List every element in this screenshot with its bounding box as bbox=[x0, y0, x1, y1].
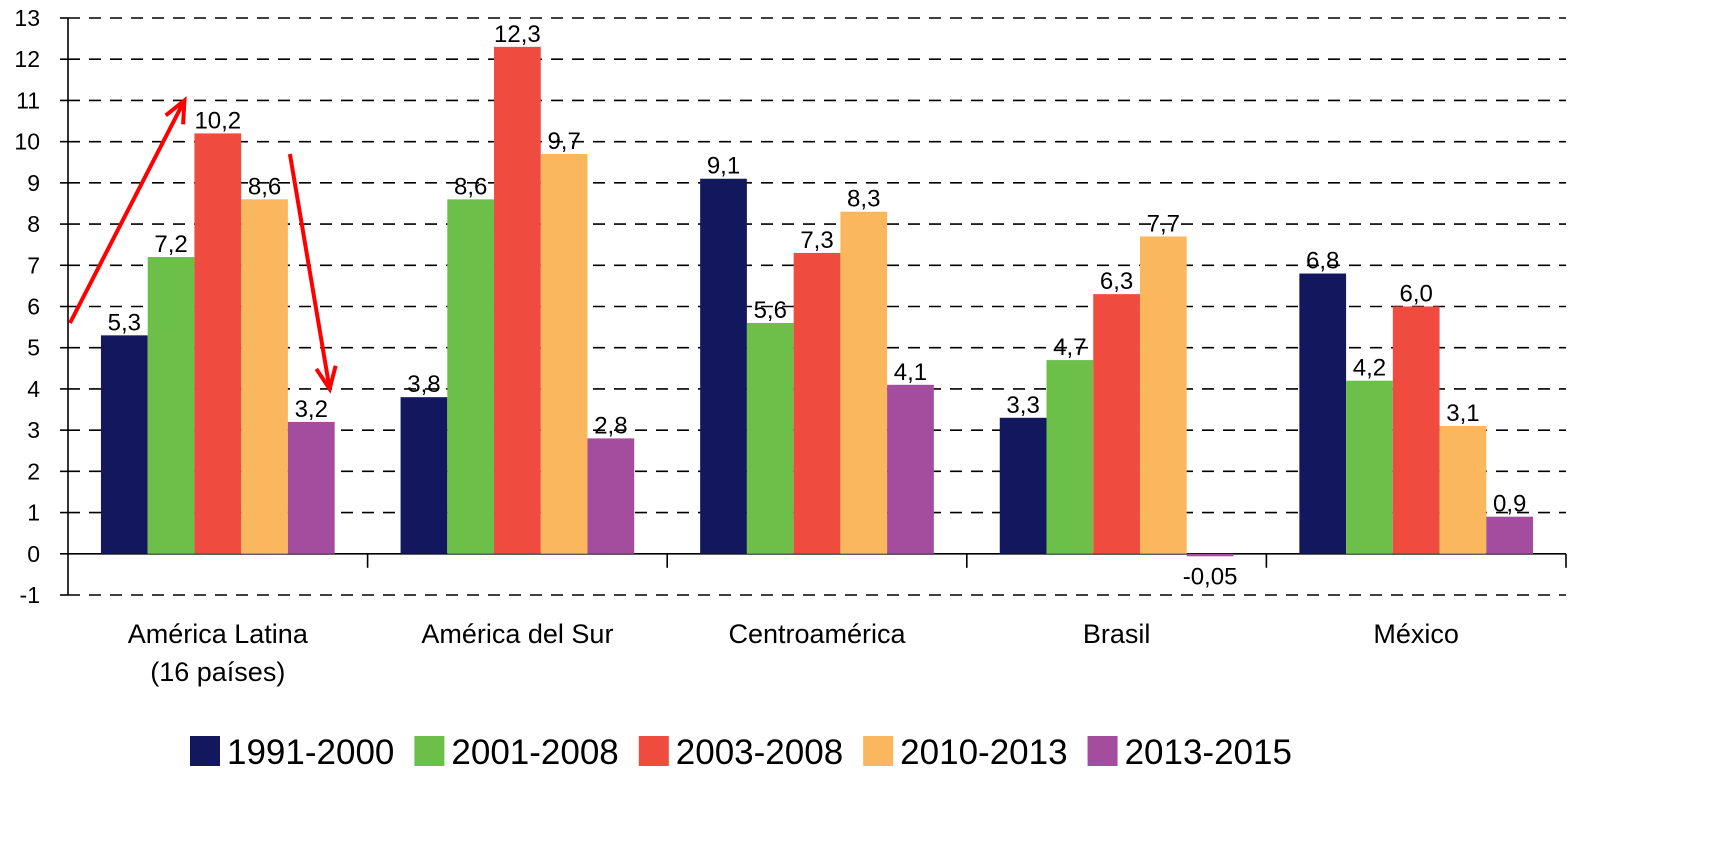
bar bbox=[700, 178, 747, 554]
bars bbox=[100, 46, 1534, 557]
data-label: 10,2 bbox=[194, 107, 241, 134]
bar bbox=[840, 211, 888, 554]
y-tick-label: 9 bbox=[27, 170, 40, 196]
legend-label: 1991-2000 bbox=[227, 733, 394, 772]
data-label: 4,2 bbox=[1353, 355, 1386, 382]
category-labels: América Latina (16 países) América del Sur… bbox=[128, 619, 1459, 687]
category-label: América Latina bbox=[128, 619, 309, 649]
data-label: 7,7 bbox=[1147, 210, 1180, 237]
bar bbox=[887, 384, 934, 554]
y-tick-label: 12 bbox=[14, 46, 40, 72]
bar bbox=[1299, 273, 1347, 554]
data-label: 6,8 bbox=[1306, 248, 1339, 275]
bar bbox=[999, 417, 1047, 554]
legend-swatch bbox=[1087, 736, 1118, 766]
annotation-arrowhead bbox=[314, 365, 338, 394]
data-label: -0,05 bbox=[1183, 563, 1238, 590]
data-label: 8,3 bbox=[847, 186, 880, 213]
annotation-arrow bbox=[287, 153, 332, 390]
category-label: Brasil bbox=[1083, 619, 1151, 649]
data-label: 9,7 bbox=[547, 128, 580, 155]
data-label: 6,3 bbox=[1100, 268, 1133, 295]
bar bbox=[241, 199, 288, 554]
category-label: Centroamérica bbox=[728, 619, 906, 649]
legend-label: 2010-2013 bbox=[900, 733, 1067, 772]
data-label: 8,6 bbox=[454, 173, 487, 200]
data-label: 5,3 bbox=[108, 309, 141, 336]
legend-swatch bbox=[863, 736, 894, 766]
y-tick-label: 1 bbox=[27, 500, 40, 526]
bar bbox=[1186, 553, 1234, 557]
data-label: 8,6 bbox=[248, 173, 281, 200]
bar bbox=[287, 421, 335, 554]
data-label: 3,8 bbox=[407, 371, 440, 398]
legend-swatch bbox=[638, 736, 669, 766]
y-tick-label: 7 bbox=[27, 252, 40, 278]
category-label: América del Sur bbox=[421, 619, 613, 649]
bar bbox=[1093, 294, 1140, 554]
y-tick-label: 5 bbox=[27, 335, 40, 361]
data-label: 3,2 bbox=[295, 396, 328, 423]
y-tick-label: 4 bbox=[27, 376, 40, 402]
data-label: 5,6 bbox=[754, 297, 787, 324]
bar bbox=[746, 322, 794, 554]
y-tick-label: 6 bbox=[27, 294, 40, 320]
y-tick-label: 2 bbox=[27, 458, 40, 484]
data-label: 4,7 bbox=[1053, 334, 1086, 361]
data-label: 9,1 bbox=[707, 153, 740, 180]
data-label: 2,8 bbox=[594, 412, 627, 439]
category-label: México bbox=[1373, 619, 1459, 649]
bar bbox=[400, 397, 448, 554]
y-tick-label: 3 bbox=[27, 417, 40, 443]
data-label: 4,1 bbox=[894, 359, 927, 386]
bar bbox=[793, 252, 841, 554]
bar bbox=[1486, 516, 1534, 554]
data-label: 0,9 bbox=[1493, 491, 1526, 518]
annotation-arrowhead bbox=[164, 96, 187, 125]
data-label: 6,0 bbox=[1400, 281, 1433, 308]
bar bbox=[194, 133, 242, 554]
data-label: 7,2 bbox=[154, 231, 187, 258]
bar bbox=[1392, 306, 1440, 554]
bar bbox=[587, 438, 635, 554]
y-tick-label: 10 bbox=[14, 129, 40, 155]
legend-label: 2013-2015 bbox=[1125, 733, 1292, 772]
bar bbox=[1046, 360, 1094, 554]
legend-swatch bbox=[414, 736, 445, 766]
data-label: 3,1 bbox=[1446, 400, 1479, 427]
data-label: 7,3 bbox=[800, 227, 833, 254]
legend-label: 2001-2008 bbox=[451, 733, 618, 772]
bar bbox=[447, 199, 495, 554]
y-tick-label: 8 bbox=[27, 211, 40, 237]
category-label: (16 países) bbox=[150, 657, 285, 687]
bar bbox=[494, 46, 541, 554]
annotations bbox=[68, 96, 338, 394]
annotation-arrow bbox=[68, 99, 187, 324]
bar bbox=[1439, 426, 1487, 554]
y-tick-label: 11 bbox=[16, 87, 40, 113]
data-labels: 5,3 7,2 10,2 8,6 3,2 3,8 8,6 12,3 9,7 2,8 9,1 5,6 7,… bbox=[108, 21, 1527, 590]
legend-label: 2003-2008 bbox=[676, 733, 843, 772]
data-label: 12,3 bbox=[494, 21, 541, 48]
legend: 1991-2000 2001-2008 2003-2008 2010-2013 2013… bbox=[190, 733, 1292, 772]
bar bbox=[100, 335, 148, 554]
bar bbox=[540, 154, 588, 554]
y-tick-label: -1 bbox=[20, 582, 40, 608]
legend-swatch bbox=[190, 736, 220, 766]
data-label: 3,3 bbox=[1006, 392, 1039, 419]
y-tick-label: 13 bbox=[14, 5, 40, 31]
bar bbox=[147, 257, 195, 554]
bar bbox=[1346, 380, 1393, 554]
bar bbox=[1139, 236, 1187, 554]
y-tick-label: 0 bbox=[27, 541, 40, 567]
